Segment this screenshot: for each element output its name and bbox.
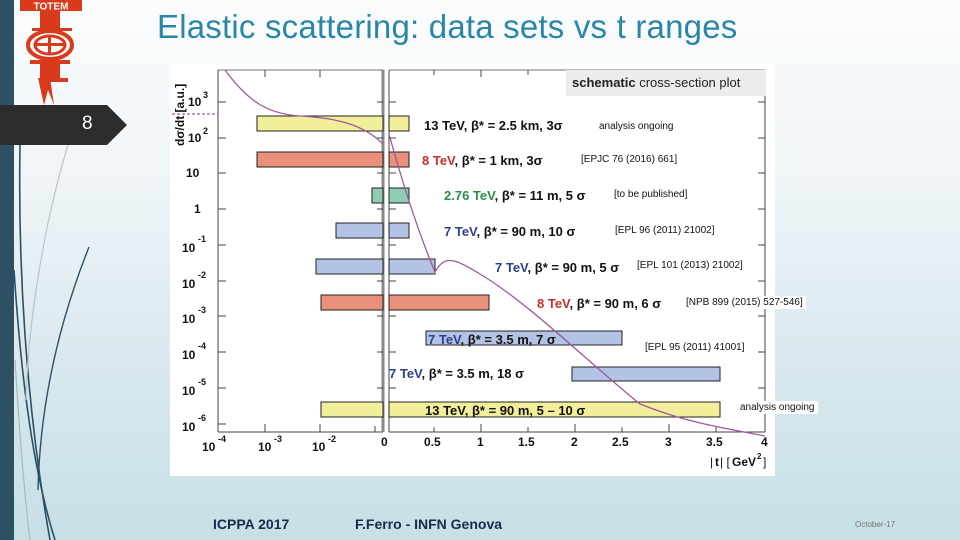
annotation-label: [to be published]: [611, 188, 691, 201]
svg-text:t: t: [715, 455, 719, 469]
svg-text:|: |: [710, 455, 713, 469]
svg-text:10: 10: [188, 95, 202, 109]
svg-text:7 TeV, β* = 90 m, 5 σ: 7 TeV, β* = 90 m, 5 σ: [495, 260, 619, 275]
svg-text:-2: -2: [328, 434, 336, 444]
slide-number: 8: [82, 113, 93, 134]
svg-text:0.5: 0.5: [424, 435, 441, 449]
footer-date: October-17: [855, 520, 896, 529]
svg-text:7 TeV, β* = 90 m, 10 σ: 7 TeV, β* = 90 m, 10 σ: [444, 224, 575, 239]
svg-text:| [: | [: [720, 455, 730, 469]
legend-rest-text: cross-section plot: [635, 75, 741, 90]
svg-text:4: 4: [761, 435, 768, 449]
svg-text:10: 10: [202, 440, 216, 454]
annotation-label: [NPB 899 (2015) 527-546]: [683, 296, 806, 309]
svg-text:10: 10: [182, 241, 196, 255]
svg-text:GeV: GeV: [732, 455, 756, 469]
svg-text:0: 0: [381, 435, 388, 449]
svg-text:-3: -3: [274, 434, 282, 444]
svg-text:10: 10: [186, 166, 200, 180]
svg-text:dσ/dt [a.u.]: dσ/dt [a.u.]: [173, 84, 187, 146]
svg-text:8 TeV, β* = 1 km, 3σ: 8 TeV, β* = 1 km, 3σ: [422, 153, 543, 168]
svg-text:8 TeV, β* = 90 m, 6 σ: 8 TeV, β* = 90 m, 6 σ: [537, 296, 661, 311]
svg-text:-3: -3: [198, 305, 206, 315]
cross-section-plot: 10 3 10 2 10 1 10 -1 10 -2 10 -3 10 -4 10 -5 10…: [170, 64, 775, 476]
svg-text:13 TeV, β* = 90 m, 5 – 10 σ: 13 TeV, β* = 90 m, 5 – 10 σ: [425, 403, 585, 418]
annotation-label: [EPL 95 (2011) 41001]: [642, 341, 748, 354]
svg-text:-1: -1: [198, 234, 206, 244]
svg-text:]: ]: [763, 455, 766, 469]
svg-text:TOTEM: TOTEM: [34, 2, 69, 13]
annotation-label: analysis ongoing: [596, 120, 677, 133]
svg-text:2: 2: [757, 452, 762, 461]
footer-conference: ICPPA 2017: [213, 516, 290, 532]
svg-text:10: 10: [182, 348, 196, 362]
svg-text:10: 10: [182, 384, 196, 398]
footer-author: F.Ferro - INFN Genova: [355, 516, 503, 532]
svg-text:1: 1: [477, 435, 484, 449]
svg-text:-2: -2: [198, 270, 206, 280]
svg-text:7 TeV, β* = 3.5 m, 7 σ: 7 TeV, β* = 3.5 m, 7 σ: [428, 332, 556, 347]
svg-text:10: 10: [182, 420, 196, 434]
legend-bold-text: schematic: [572, 75, 636, 90]
svg-text:10: 10: [182, 312, 196, 326]
svg-text:3: 3: [203, 90, 208, 100]
annotation-label: analysis ongoing: [737, 401, 818, 414]
svg-text:1.5: 1.5: [518, 435, 535, 449]
svg-text:-4: -4: [218, 434, 226, 444]
svg-text:3.5: 3.5: [706, 435, 723, 449]
schematic-legend-box: schematic cross-section plot: [566, 70, 766, 96]
svg-text:2: 2: [571, 435, 578, 449]
svg-text:10: 10: [258, 440, 272, 454]
svg-text:2.76 TeV, β* = 11 m, 5 σ: 2.76 TeV, β* = 11 m, 5 σ: [444, 188, 586, 203]
svg-text:7 TeV, β* = 3.5 m, 18 σ: 7 TeV, β* = 3.5 m, 18 σ: [389, 366, 524, 381]
svg-text:-6: -6: [198, 413, 206, 423]
svg-text:3: 3: [665, 435, 672, 449]
annotation-label: [EPJC 76 (2016) 661]: [578, 153, 681, 166]
svg-text:13 TeV, β* = 2.5 km, 3σ: 13 TeV, β* = 2.5 km, 3σ: [424, 118, 563, 133]
annotation-label: [EPL 101 (2013) 21002]: [634, 259, 746, 272]
slide-title: Elastic scattering: data sets vs t range…: [157, 8, 738, 45]
svg-text:10: 10: [182, 277, 196, 291]
annotation-label: [EPL 96 (2011) 21002]: [612, 224, 718, 237]
slide-number-badge: 8: [0, 105, 127, 145]
decorative-curves: [13, 144, 90, 540]
svg-text:2.5: 2.5: [612, 435, 629, 449]
svg-text:10: 10: [188, 131, 202, 145]
svg-text:-4: -4: [198, 341, 206, 351]
svg-text:-5: -5: [198, 377, 206, 387]
totem-logo: TOTEM: [20, 0, 82, 105]
svg-text:2: 2: [203, 126, 208, 136]
svg-text:10: 10: [312, 440, 326, 454]
svg-text:1: 1: [194, 202, 201, 216]
